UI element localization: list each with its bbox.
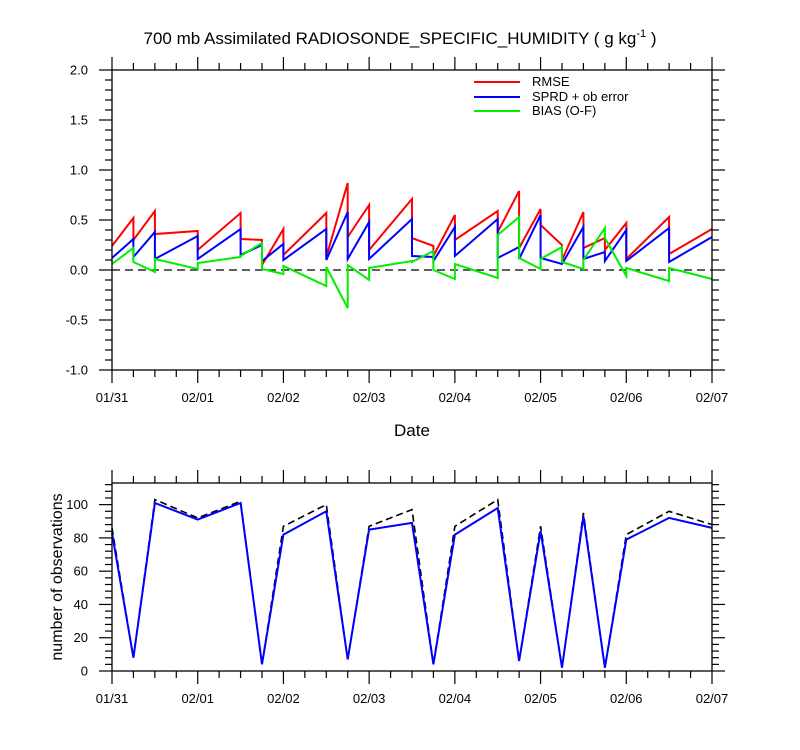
legend: RMSE SPRD + ob error BIAS (O-F) bbox=[474, 74, 629, 118]
top-y-tick-label: -0.5 bbox=[66, 313, 88, 328]
legend-label-rmse: RMSE bbox=[532, 74, 570, 89]
bottom-y-tick-label: 80 bbox=[74, 530, 88, 545]
top-series-rmse bbox=[111, 182, 713, 269]
legend-label-bias: BIAS (O-F) bbox=[532, 103, 596, 118]
chart-title: 700 mb Assimilated RADIOSONDE_SPECIFIC_H… bbox=[144, 28, 657, 48]
top-series-bias-o-f bbox=[111, 214, 713, 309]
top-x-tick-label: 02/02 bbox=[267, 390, 300, 405]
top-x-tick-label: 02/03 bbox=[353, 390, 386, 405]
bottom-x-tick-label: 02/04 bbox=[439, 691, 472, 706]
bottom-y-tick-label: 40 bbox=[74, 597, 88, 612]
top-y-tick-label: 2.0 bbox=[70, 63, 88, 78]
bottom-series-used bbox=[111, 501, 713, 668]
bottom-x-tick-label: 02/07 bbox=[696, 691, 729, 706]
bottom-y-tick-label: 100 bbox=[66, 497, 88, 512]
top-y-tick-label: 0.5 bbox=[70, 213, 88, 228]
bottom-y-tick-label: 60 bbox=[74, 564, 88, 579]
bottom-x-tick-label: 02/03 bbox=[353, 691, 386, 706]
top-x-tick-label: 01/31 bbox=[96, 390, 129, 405]
top-y-tick-label: 1.0 bbox=[70, 163, 88, 178]
bottom-y-tick-label: 20 bbox=[74, 630, 88, 645]
top-y-tick-label: -1.0 bbox=[66, 363, 88, 378]
top-x-tick-label: 02/01 bbox=[181, 390, 214, 405]
bottom-y-tick-label: 0 bbox=[81, 664, 88, 679]
x-axis-title: Date bbox=[394, 421, 430, 440]
top-x-tick-label: 02/04 bbox=[439, 390, 472, 405]
bottom-x-tick-label: 01/31 bbox=[96, 691, 129, 706]
bottom-plot-panel: 01/31 02/01 02/02 02/03 02/04 02/05 02/06 02/07… bbox=[66, 470, 728, 706]
top-plot-panel: 01/31 02/01 02/02 02/03 02/04 02/05 02/06 02/07… bbox=[66, 57, 729, 405]
top-y-tick-label: 1.5 bbox=[70, 113, 88, 128]
bottom-x-tick-label: 02/06 bbox=[610, 691, 643, 706]
legend-label-sprd: SPRD + ob error bbox=[532, 89, 629, 104]
y-axis-title-bottom: number of observations bbox=[49, 493, 66, 660]
title-units-exponent: -1 bbox=[636, 28, 646, 40]
bottom-x-tick-label: 02/02 bbox=[267, 691, 300, 706]
top-x-tick-label: 02/05 bbox=[524, 390, 557, 405]
top-y-tick-label: 0.0 bbox=[70, 263, 88, 278]
top-x-tick-label: 02/07 bbox=[696, 390, 729, 405]
bottom-plot-frame bbox=[111, 482, 713, 672]
top-series-sprd-ob-error bbox=[111, 211, 713, 266]
top-x-tick-label: 02/06 bbox=[610, 390, 643, 405]
bottom-x-tick-label: 02/05 bbox=[524, 691, 557, 706]
bottom-x-tick-label: 02/01 bbox=[181, 691, 214, 706]
